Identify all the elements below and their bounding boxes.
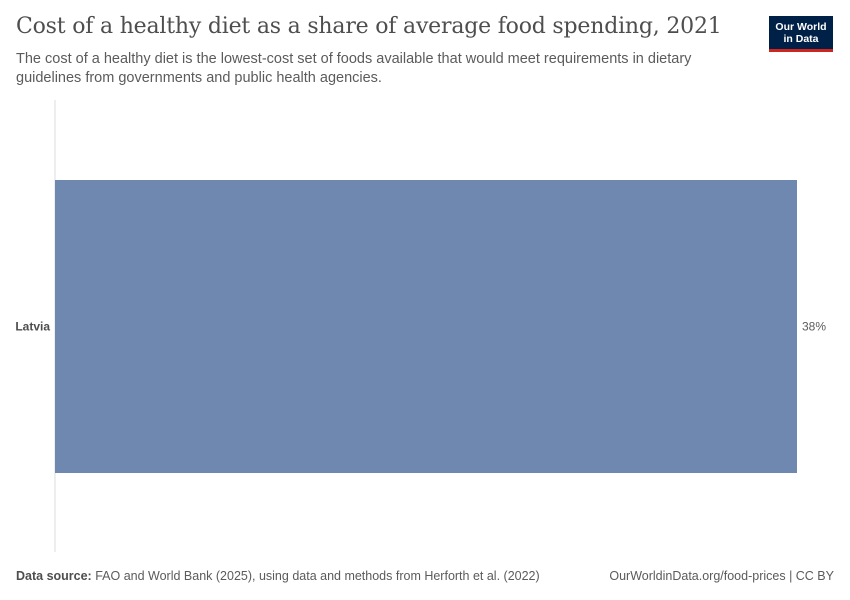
value-label: 38%: [802, 320, 826, 334]
chart-subtitle: The cost of a healthy diet is the lowest…: [16, 51, 692, 86]
bars-group: Latvia 38%: [15, 180, 826, 473]
data-source-label: Data source:: [16, 569, 92, 583]
logo-line-1: Our World: [775, 21, 827, 33]
bar-latvia[interactable]: [55, 180, 797, 473]
logo-line-2: in Data: [783, 33, 819, 45]
data-source: Data source: FAO and World Bank (2025), …: [16, 569, 540, 583]
chart-title: Cost of a healthy diet as a share of ave…: [16, 14, 722, 39]
category-label: Latvia: [15, 320, 50, 334]
url-license[interactable]: OurWorldinData.org/food-prices | CC BY: [609, 569, 834, 583]
data-source-text: FAO and World Bank (2025), using data an…: [95, 569, 540, 583]
owid-logo[interactable]: Our World in Data: [769, 16, 833, 52]
